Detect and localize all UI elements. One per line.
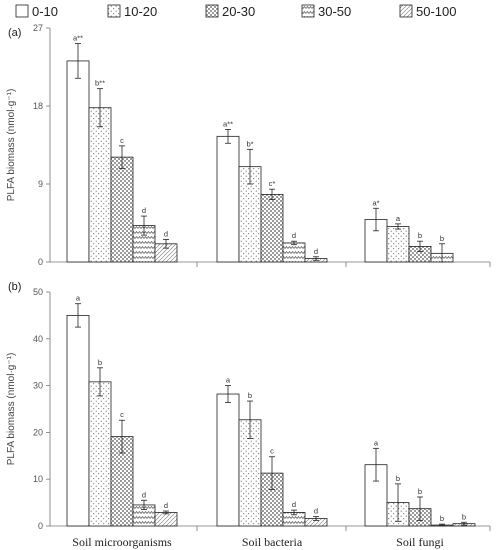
legend: 0-10 10-20 20-30 30-50 50-100	[15, 4, 456, 19]
y-tick-label: 40	[33, 334, 43, 344]
significance-label: d	[164, 501, 168, 510]
significance-label: c	[270, 447, 274, 456]
bar	[88, 381, 112, 527]
bar	[110, 156, 134, 263]
bar	[154, 512, 178, 527]
legend-label: 20-30	[222, 4, 255, 19]
significance-label: d	[292, 500, 296, 509]
significance-label: a**	[73, 34, 83, 43]
legend-swatch	[107, 4, 121, 18]
significance-label: a	[374, 438, 379, 447]
y-axis-label: PLFA biomass (nmol·g⁻¹)	[6, 89, 17, 202]
y-tick-label: 0	[38, 521, 43, 531]
bar	[282, 242, 306, 263]
significance-label: b	[418, 231, 422, 240]
significance-label: a	[76, 294, 81, 303]
significance-label: b	[440, 514, 444, 523]
legend-swatch	[301, 4, 315, 18]
significance-label: b	[248, 391, 252, 400]
significance-label: d	[314, 247, 318, 256]
y-tick-label: 30	[33, 381, 43, 391]
chart-panel-a: 0 9 18 27 PLFA biomass (nmol·g⁻¹) a** b** c d d a*…	[6, 23, 491, 267]
bar	[66, 60, 90, 263]
bar	[216, 135, 240, 263]
significance-label: a**	[223, 119, 233, 128]
y-tick-label: 20	[33, 427, 43, 437]
legend-swatch	[399, 4, 413, 18]
legend-label: 0-10	[32, 4, 58, 19]
significance-label: c	[120, 136, 124, 145]
bar	[66, 314, 90, 527]
y-axis-label: PLFA biomass (nmol·g⁻¹)	[6, 353, 17, 466]
significance-label: d	[292, 231, 296, 240]
panel-label-b: (b)	[8, 281, 21, 293]
legend-label: 10-20	[124, 4, 157, 19]
significance-label: d	[164, 229, 168, 238]
significance-label: d	[142, 490, 146, 499]
legend-swatch	[205, 4, 219, 18]
y-tick-label: 10	[33, 474, 43, 484]
significance-label: a	[396, 214, 401, 223]
bar	[216, 393, 240, 527]
y-tick-label: 18	[33, 101, 43, 111]
significance-label: b	[396, 474, 400, 483]
y-tick-label: 27	[33, 23, 43, 33]
y-tick-label: 9	[38, 179, 43, 189]
significance-label: c*	[269, 179, 276, 188]
significance-label: b	[418, 487, 422, 496]
significance-label: b*	[246, 139, 253, 148]
significance-label: d	[314, 507, 318, 516]
bar	[386, 226, 410, 263]
significance-label: b	[98, 358, 102, 367]
legend-label: 30-50	[318, 4, 351, 19]
significance-label: b**	[95, 79, 105, 88]
y-tick-label: 50	[33, 287, 43, 297]
bar	[260, 193, 284, 263]
category-label: Soil microorganisms	[72, 535, 172, 549]
category-label: Soil bacteria	[242, 535, 303, 549]
significance-label: d	[142, 206, 146, 215]
significance-label: a*	[372, 198, 379, 207]
significance-label: a	[226, 376, 231, 385]
category-label: Soil fungi	[396, 535, 444, 549]
legend-swatch	[15, 4, 29, 18]
panel-label-a: (a)	[8, 27, 21, 39]
significance-label: b	[462, 512, 466, 521]
legend-label: 50-100	[416, 4, 456, 19]
significance-label: c	[120, 410, 124, 419]
chart-panel-b: 0 10 20 30 40 50 PLFA biomass (nmol·g⁻¹) a b c d d S…	[6, 287, 491, 549]
significance-label: b	[440, 234, 444, 243]
bar	[88, 107, 112, 263]
y-tick-label: 0	[38, 257, 43, 267]
